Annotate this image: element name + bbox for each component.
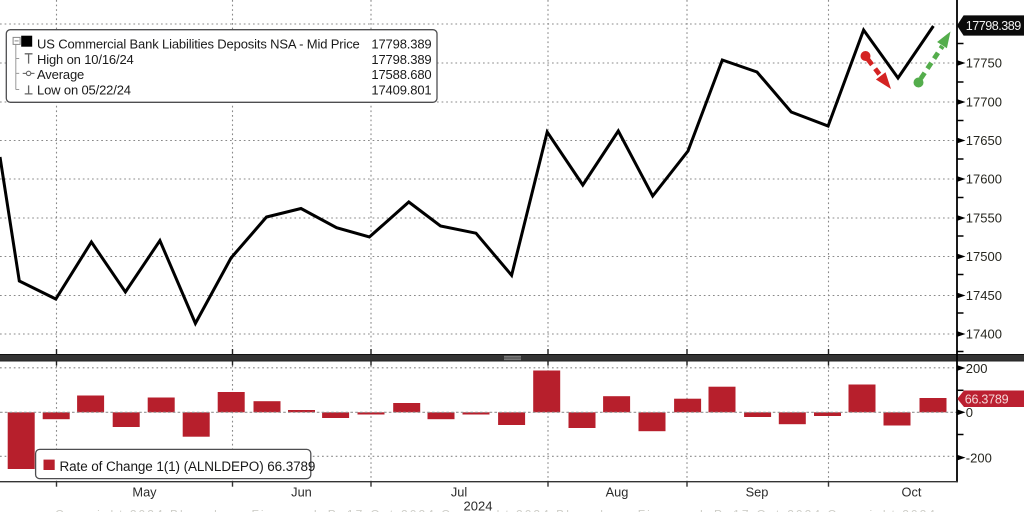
svg-text:Oct: Oct xyxy=(902,484,922,499)
svg-text:17500: 17500 xyxy=(966,249,1002,264)
svg-text:17550: 17550 xyxy=(966,211,1002,226)
svg-text:17798.389: 17798.389 xyxy=(371,52,431,67)
svg-text:17400: 17400 xyxy=(966,327,1002,342)
svg-text:Jul: Jul xyxy=(451,484,467,499)
svg-text:66.3789: 66.3789 xyxy=(965,392,1009,406)
svg-text:17798.389: 17798.389 xyxy=(371,37,431,52)
svg-text:17409.801: 17409.801 xyxy=(371,83,431,98)
svg-text:17798.389: 17798.389 xyxy=(966,19,1022,33)
svg-text:17450: 17450 xyxy=(966,288,1002,303)
svg-text:High on 10/16/24: High on 10/16/24 xyxy=(37,52,134,67)
svg-text:-200: -200 xyxy=(966,450,992,465)
svg-text:17588.680: 17588.680 xyxy=(371,67,431,82)
svg-text:Sep: Sep xyxy=(746,484,769,499)
svg-text:May: May xyxy=(132,484,157,499)
svg-text:17700: 17700 xyxy=(966,95,1002,110)
svg-text:2024: 2024 xyxy=(464,498,493,512)
svg-text:US Commercial Bank Liabilities: US Commercial Bank Liabilities Deposits … xyxy=(37,37,360,52)
svg-text:17600: 17600 xyxy=(966,172,1002,187)
svg-text:17650: 17650 xyxy=(966,133,1002,148)
svg-text:17750: 17750 xyxy=(966,56,1002,71)
svg-text:Aug: Aug xyxy=(606,484,629,499)
svg-text:Rate of Change 1(1) (ALNLDEPO): Rate of Change 1(1) (ALNLDEPO) 66.3789 xyxy=(60,459,316,474)
svg-text:200: 200 xyxy=(966,361,988,376)
svg-text:0: 0 xyxy=(966,405,973,420)
svg-text:Average: Average xyxy=(37,67,84,82)
svg-text:Low on 05/22/24: Low on 05/22/24 xyxy=(37,83,131,98)
svg-text:Jun: Jun xyxy=(291,484,312,499)
